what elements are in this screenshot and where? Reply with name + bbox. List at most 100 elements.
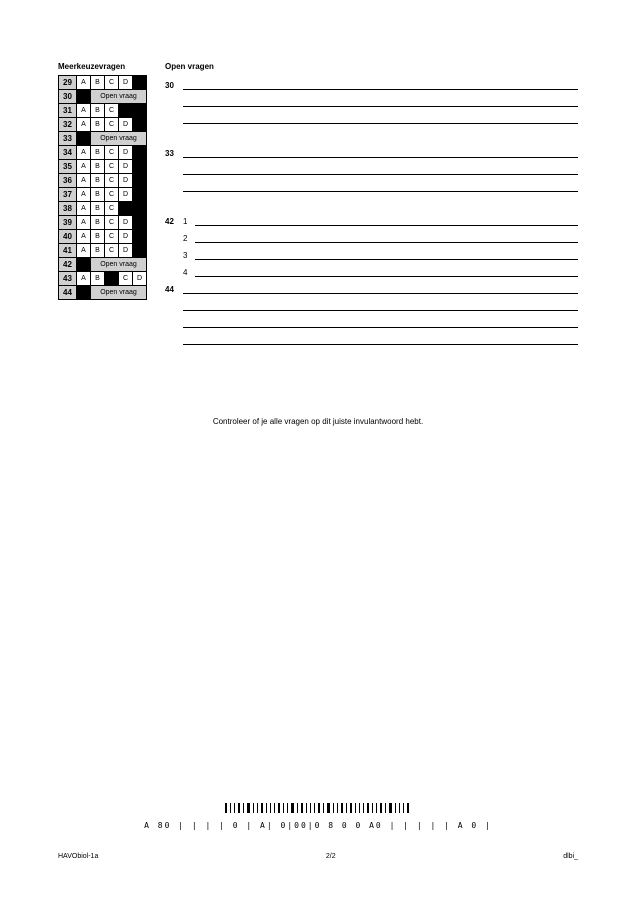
answer-line[interactable]: [183, 344, 578, 345]
answer-line[interactable]: [195, 276, 578, 277]
option-cell[interactable]: C: [105, 104, 119, 118]
answer-line[interactable]: [183, 89, 578, 90]
barcode-bar: [270, 803, 271, 813]
option-cell[interactable]: A: [77, 174, 91, 188]
mc-row: 34ABCD: [59, 146, 147, 160]
option-cell[interactable]: A: [77, 272, 91, 286]
option-cell[interactable]: A: [77, 104, 91, 118]
open-answer-row: 30: [165, 75, 578, 90]
open-sub-number: 2: [183, 234, 191, 243]
barcode-bar: [359, 803, 360, 813]
option-cell[interactable]: D: [119, 146, 133, 160]
option-cell[interactable]: D: [119, 244, 133, 258]
option-cell[interactable]: A: [77, 188, 91, 202]
option-cell[interactable]: D: [119, 118, 133, 132]
option-cell[interactable]: C: [105, 118, 119, 132]
dark-cell: [133, 188, 147, 202]
mc-row: 41ABCD: [59, 244, 147, 258]
barcode-bar: [287, 803, 288, 813]
option-cell[interactable]: B: [91, 174, 105, 188]
mc-row: 39ABCD: [59, 216, 147, 230]
option-cell[interactable]: B: [91, 230, 105, 244]
barcode-text: A 80 | | | | 0 | A| 0|00|0 8 0 0 A0 | | …: [144, 821, 492, 830]
open-answer-row: [165, 330, 578, 345]
answer-line[interactable]: [183, 123, 578, 124]
option-cell[interactable]: C: [105, 230, 119, 244]
open-answer-row: 421: [165, 211, 578, 226]
option-cell[interactable]: D: [119, 76, 133, 90]
barcode-bar: [247, 803, 250, 813]
option-cell[interactable]: A: [77, 202, 91, 216]
open-answer-row: 44: [165, 279, 578, 294]
option-cell[interactable]: B: [91, 244, 105, 258]
answer-line[interactable]: [195, 259, 578, 260]
option-cell[interactable]: B: [91, 202, 105, 216]
barcode-bar: [385, 803, 386, 813]
option-cell[interactable]: B: [91, 146, 105, 160]
option-cell[interactable]: B: [91, 104, 105, 118]
option-cell[interactable]: C: [105, 76, 119, 90]
option-cell[interactable]: B: [91, 160, 105, 174]
option-cell[interactable]: A: [77, 146, 91, 160]
barcode-bar: [257, 803, 258, 813]
option-cell[interactable]: D: [119, 160, 133, 174]
mc-row: 40ABCD: [59, 230, 147, 244]
option-cell[interactable]: A: [77, 76, 91, 90]
option-cell[interactable]: D: [119, 188, 133, 202]
option-cell[interactable]: C: [119, 272, 133, 286]
answer-line[interactable]: [183, 106, 578, 107]
answer-line[interactable]: [183, 191, 578, 192]
mc-row: 42Open vraag: [59, 258, 147, 272]
question-number: 43: [59, 272, 77, 286]
instruction-note: Controleer of je alle vragen op dit juis…: [58, 417, 578, 426]
answer-line[interactable]: [183, 157, 578, 158]
option-cell[interactable]: D: [133, 272, 147, 286]
barcode-bar: [355, 803, 356, 813]
answer-line[interactable]: [183, 293, 578, 294]
answer-line[interactable]: [183, 310, 578, 311]
option-cell[interactable]: C: [105, 160, 119, 174]
option-cell[interactable]: B: [91, 216, 105, 230]
dark-cell: [77, 258, 91, 272]
barcode-bar: [346, 803, 347, 813]
option-cell[interactable]: D: [119, 230, 133, 244]
open-header: Open vragen: [165, 62, 578, 71]
barcode-bar: [350, 803, 352, 813]
mc-row: 32ABCD: [59, 118, 147, 132]
option-cell[interactable]: C: [105, 216, 119, 230]
barcode-bar: [230, 803, 231, 813]
answer-line[interactable]: [195, 225, 578, 226]
dark-cell: [133, 160, 147, 174]
answer-line[interactable]: [183, 327, 578, 328]
option-cell[interactable]: C: [105, 188, 119, 202]
option-cell[interactable]: B: [91, 118, 105, 132]
open-sub-number: 4: [183, 268, 191, 277]
option-cell[interactable]: B: [91, 272, 105, 286]
option-cell[interactable]: D: [119, 174, 133, 188]
option-cell[interactable]: D: [119, 216, 133, 230]
footer-center: 2/2: [326, 853, 336, 860]
option-cell[interactable]: C: [105, 146, 119, 160]
option-cell[interactable]: C: [105, 174, 119, 188]
mc-row: 36ABCD: [59, 174, 147, 188]
option-cell[interactable]: A: [77, 118, 91, 132]
open-vraag-cell: Open vraag: [91, 286, 147, 300]
option-cell[interactable]: A: [77, 230, 91, 244]
option-cell[interactable]: A: [77, 244, 91, 258]
mc-row: 33Open vraag: [59, 132, 147, 146]
option-cell[interactable]: A: [77, 216, 91, 230]
answer-line[interactable]: [183, 174, 578, 175]
dark-cell: [105, 272, 119, 286]
option-cell[interactable]: C: [105, 244, 119, 258]
option-cell[interactable]: B: [91, 76, 105, 90]
option-cell[interactable]: B: [91, 188, 105, 202]
option-cell[interactable]: A: [77, 160, 91, 174]
open-questions-section: Open vragen 303342123444: [165, 62, 578, 347]
dark-cell: [133, 174, 147, 188]
option-cell[interactable]: C: [105, 202, 119, 216]
open-answer-row: [165, 92, 578, 107]
mc-row: 31ABC: [59, 104, 147, 118]
answer-line[interactable]: [195, 242, 578, 243]
dark-cell: [77, 90, 91, 104]
answer-line: [183, 140, 578, 141]
